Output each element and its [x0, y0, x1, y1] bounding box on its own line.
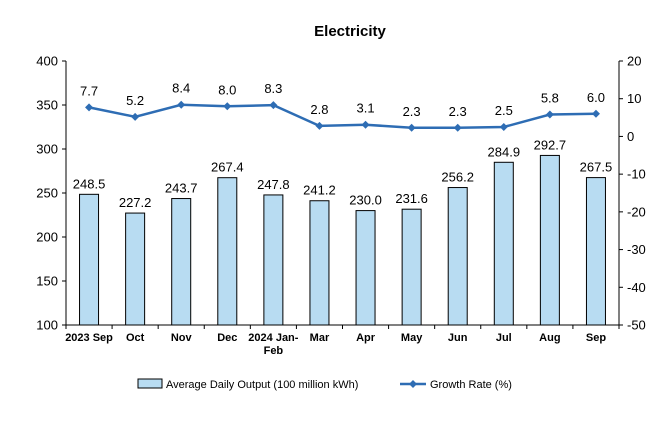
growth-rate-point: [407, 123, 416, 132]
growth-rate-point: [315, 121, 324, 130]
growth-rate-value-label: 8.0: [218, 82, 236, 97]
bar: [125, 212, 146, 326]
y-left-tick-label: 300: [36, 142, 58, 157]
bar-value-label: 230.0: [349, 193, 382, 208]
x-tick-label: May: [401, 332, 423, 344]
y-left-tick-label: 100: [36, 318, 58, 333]
bar-value-label: 241.2: [303, 183, 336, 198]
bar: [263, 194, 284, 326]
growth-rate-value-label: 8.3: [264, 81, 282, 96]
x-tick-label: Mar: [310, 332, 330, 344]
growth-rate-value-label: 8.4: [172, 81, 190, 96]
growth-rate-value-label: 7.7: [80, 83, 98, 98]
y-right-tick-label: 20: [627, 54, 641, 69]
bar: [309, 200, 330, 326]
y-right-tick-label: -20: [627, 204, 646, 219]
y-left-tick-label: 150: [36, 274, 58, 289]
y-left-tick-label: 400: [36, 54, 58, 69]
growth-rate-point: [223, 102, 232, 111]
x-tick-label: Nov: [171, 332, 193, 344]
growth-rate-point: [85, 103, 94, 112]
growth-rate-point: [591, 109, 600, 118]
y-left-tick-label: 250: [36, 186, 58, 201]
legend: Average Daily Output (100 million kWh) Gr…: [137, 378, 512, 391]
growth-rate-point: [131, 112, 140, 121]
bar-value-label: 292.7: [534, 137, 567, 152]
growth-rate-value-label: 5.2: [126, 93, 144, 108]
growth-rate-point: [453, 123, 462, 132]
bar: [447, 187, 468, 326]
bar-value-label: 231.6: [395, 191, 428, 206]
y-right-tick-label: -50: [627, 318, 646, 333]
chart-title: Electricity: [314, 23, 386, 40]
bar: [355, 210, 376, 326]
x-tick-label: Aug: [539, 332, 560, 344]
y-right-tick-label: -10: [627, 167, 646, 182]
bar-value-label: 243.7: [165, 181, 198, 196]
bar: [493, 161, 514, 326]
growth-rate-value-label: 2.3: [403, 104, 421, 119]
x-tick-label: 2023 Sep: [65, 332, 113, 344]
growth-rate-value-label: 2.5: [495, 103, 513, 118]
bar: [585, 177, 606, 326]
x-tick-label: Sep: [586, 332, 606, 344]
growth-rate-value-label: 3.1: [357, 101, 375, 116]
y-left-tick-label: 350: [36, 98, 58, 113]
bar: [79, 193, 100, 326]
growth-rate-point: [177, 100, 186, 109]
bar: [217, 177, 238, 326]
y-right-tick-label: -40: [627, 280, 646, 295]
bar-value-label: 247.8: [257, 177, 290, 192]
growth-rate-point: [269, 101, 278, 110]
bar-value-label: 284.9: [488, 144, 521, 159]
x-tick-label: Jun: [448, 332, 468, 344]
legend-bar-label: Average Daily Output (100 million kWh): [166, 379, 358, 391]
x-tick-label: Apr: [356, 332, 376, 344]
legend-bar-swatch: [137, 378, 163, 389]
y-right-tick-label: 10: [627, 91, 641, 106]
bar: [539, 154, 560, 326]
bar-value-label: 267.5: [580, 160, 613, 175]
bar: [401, 208, 422, 326]
y-left-tick-label: 200: [36, 230, 58, 245]
y-right-tick-label: 0: [627, 129, 634, 144]
growth-rate-value-label: 2.8: [310, 102, 328, 117]
growth-rate-point: [545, 110, 554, 119]
growth-rate-value-label: 2.3: [449, 104, 467, 119]
bar-value-label: 267.4: [211, 160, 244, 175]
legend-line-label: Growth Rate (%): [430, 379, 512, 391]
bar: [171, 198, 192, 326]
growth-rate-line: [88, 103, 596, 130]
y-right-tick-label: -30: [627, 242, 646, 257]
x-tick-label: Dec: [217, 332, 237, 344]
plot-area: 100 150 200 250 300 350 400 -50 -40 -30 -20 -10 0 10 2…: [36, 54, 646, 358]
growth-rate-point: [499, 123, 508, 131]
x-tick-label: Jul: [496, 332, 512, 344]
bar-value-label: 227.2: [119, 195, 152, 210]
legend-line-marker: [409, 380, 417, 388]
growth-rate-value-label: 5.8: [541, 91, 559, 106]
x-tick-label: Oct: [126, 332, 145, 344]
growth-rate-value-label: 6.0: [587, 90, 605, 105]
bar-value-label: 256.2: [441, 170, 474, 185]
x-tick-label: 2024 Jan-Feb: [248, 332, 298, 357]
bar-value-label: 248.5: [73, 176, 106, 191]
growth-rate-point: [361, 120, 370, 129]
